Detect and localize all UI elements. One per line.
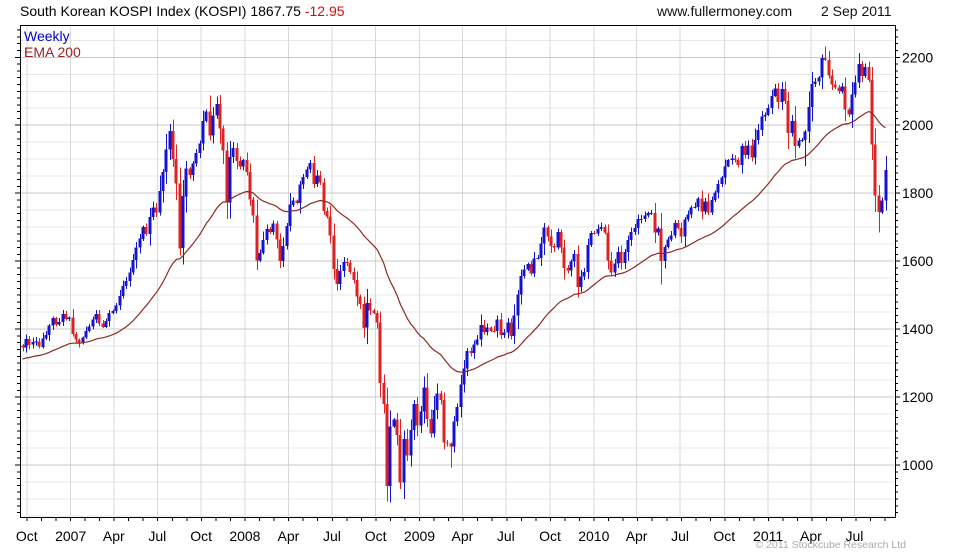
x-axis-label: Jul (845, 528, 863, 544)
plot-border (20, 25, 896, 518)
price-change: -12.95 (304, 3, 345, 19)
x-axis-label: Apr (278, 528, 300, 544)
y-axis-label: 1400 (902, 321, 933, 337)
x-axis-label: Jul (148, 528, 166, 544)
x-axis-label: 2011 (753, 528, 783, 544)
candlesticks (21, 46, 888, 503)
x-axis-label: Oct (365, 528, 387, 544)
x-axis-label: 2009 (404, 528, 435, 544)
x-axis-label: Oct (713, 528, 735, 544)
axis-labels: Oct 2007 Apr Jul Oct 2008 Apr Jul Oct 2009 Apr Jul O… (16, 49, 933, 544)
x-axis-label: Apr (103, 528, 125, 544)
chart-title: South Korean KOSPI Index (KOSPI) 1867.75… (20, 3, 345, 19)
gridlines (21, 26, 894, 517)
x-axis-label: Apr (800, 528, 822, 544)
x-axis-label: Oct (190, 528, 212, 544)
chart-date: 2 Sep 2011 (821, 3, 892, 19)
x-axis-label: 2007 (55, 528, 86, 544)
x-axis-label: Apr (626, 528, 648, 544)
axes (15, 25, 900, 521)
ema-line (22, 110, 886, 373)
x-axis-label: Jul (671, 528, 689, 544)
x-axis-label: 2010 (578, 528, 609, 544)
x-axis-label: Oct (16, 528, 38, 544)
y-axis-label: 1800 (902, 185, 933, 201)
y-axis-label: 2000 (902, 117, 933, 133)
legend-weekly: Weekly (24, 28, 70, 44)
website-text: www.fullermoney.com (657, 3, 793, 19)
instrument-name-and-price: South Korean KOSPI Index (KOSPI) 1867.75 (20, 3, 301, 19)
legend-ema: EMA 200 (24, 44, 81, 60)
y-axis-label: 1600 (902, 253, 933, 269)
copyright-notice: © 2011 Stockcube Research Ltd (755, 539, 906, 551)
x-axis-label: Oct (539, 528, 561, 544)
x-axis-label: 2008 (229, 528, 260, 544)
x-axis-label: Jul (323, 528, 341, 544)
x-axis-label: Apr (452, 528, 474, 544)
y-axis-label: 1200 (902, 389, 933, 405)
y-axis-label: 2200 (902, 49, 933, 65)
x-axis-label: Jul (497, 528, 515, 544)
y-axis-label: 1000 (902, 457, 933, 473)
